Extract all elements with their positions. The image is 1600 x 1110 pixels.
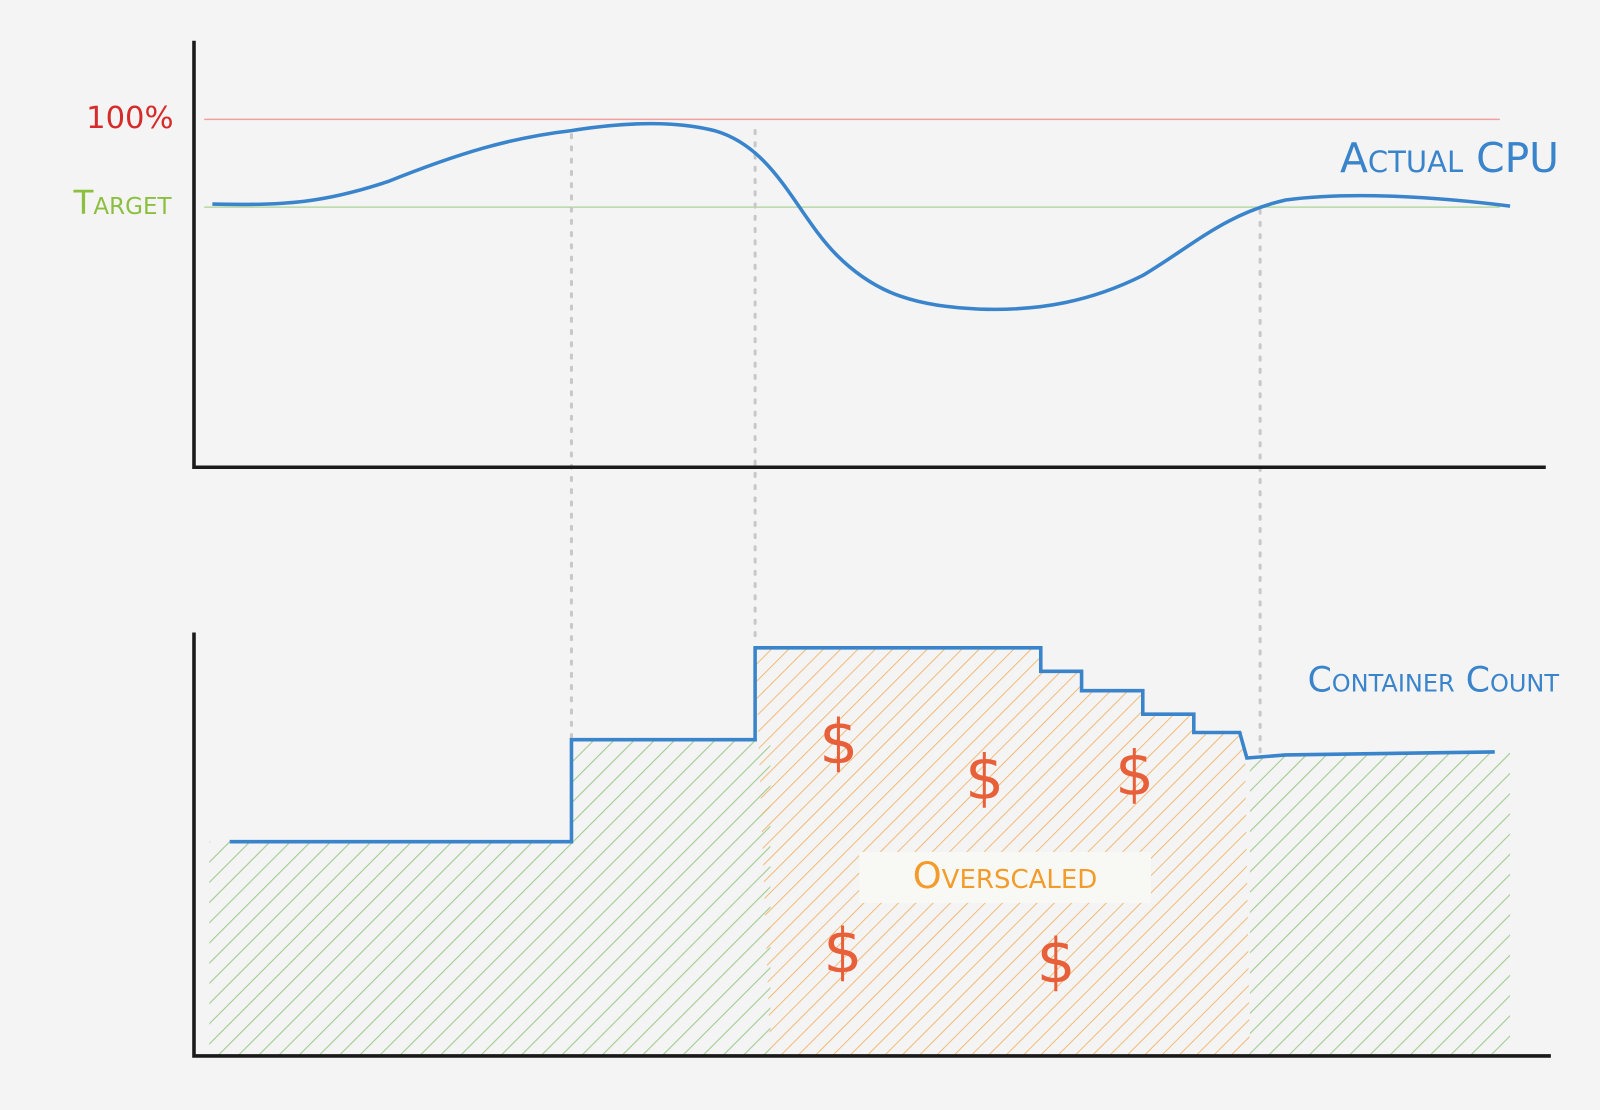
cost-markers: $ $ $ $ $ — [819, 707, 1154, 997]
overscaled-label: Overscaled — [913, 854, 1098, 897]
max-label: 100% — [86, 101, 173, 136]
target-label: Target — [72, 184, 172, 222]
label-bg — [859, 851, 1151, 903]
green-area — [209, 739, 771, 1056]
container-line — [229, 646, 1495, 844]
cost-marker: $ — [1115, 739, 1154, 810]
cpu-curve — [212, 121, 1511, 312]
bottom-axes — [192, 632, 1551, 1058]
cost-marker: $ — [1037, 927, 1076, 998]
cost-marker: $ — [819, 707, 858, 778]
green-area — [1249, 749, 1511, 1056]
cpu-label: Actual CPU — [1340, 134, 1559, 182]
cost-marker: $ — [965, 743, 1004, 814]
container-label: Container Count — [1308, 661, 1560, 701]
top-axes — [192, 40, 1546, 470]
guides — [569, 129, 1262, 759]
cost-marker: $ — [823, 917, 862, 988]
